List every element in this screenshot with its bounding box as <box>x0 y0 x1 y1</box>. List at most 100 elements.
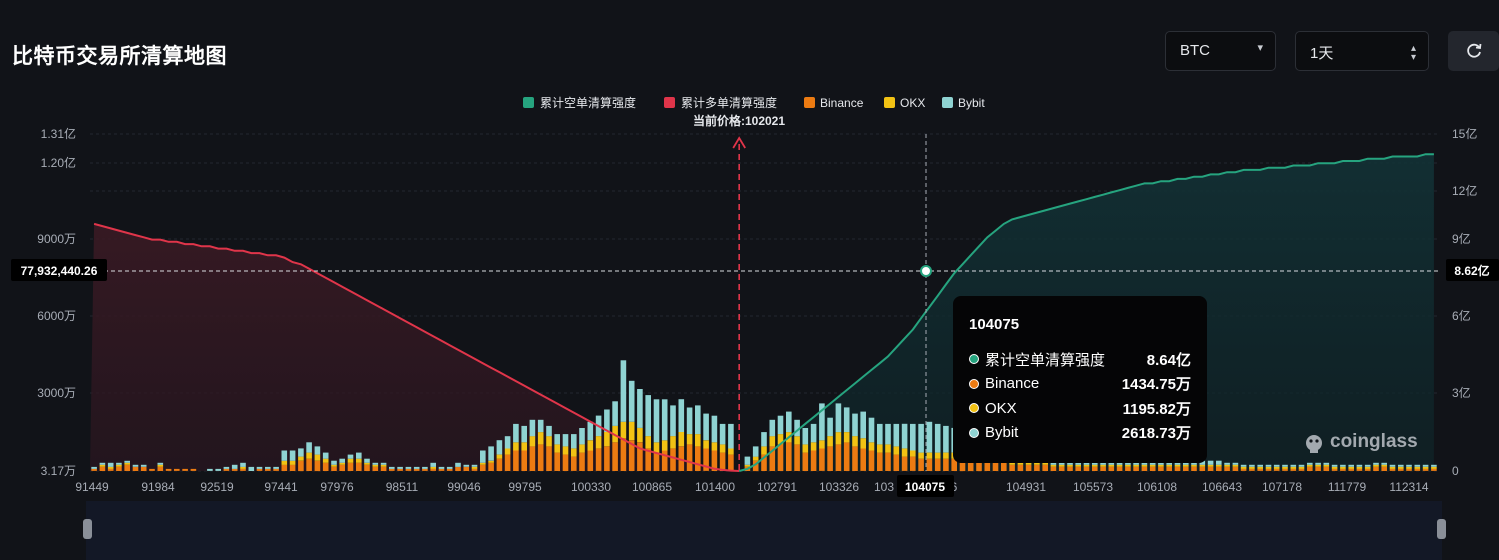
bar-binance <box>1389 468 1396 471</box>
x-tick-label: 92519 <box>200 480 234 494</box>
dot-icon <box>969 378 979 389</box>
bar-binance <box>554 452 560 471</box>
page-title: 比特币交易所清算地图 <box>12 45 227 68</box>
bar-binance <box>174 468 180 471</box>
current-price-marker: 当前价格:102021 <box>693 113 785 471</box>
bar-okx <box>1207 464 1214 467</box>
bar-binance <box>810 450 817 471</box>
bar-bybit <box>769 419 776 437</box>
bar-bybit <box>265 466 271 469</box>
bar-binance <box>678 446 685 471</box>
bar-okx <box>1364 466 1371 469</box>
bar-okx <box>934 452 941 459</box>
bar-bybit <box>223 466 230 469</box>
bar-binance <box>1001 462 1007 471</box>
bar-bybit <box>546 425 552 437</box>
crosshair-right-label: 8.62亿 <box>1454 263 1489 278</box>
bar-okx <box>240 466 246 469</box>
bar-binance <box>579 452 585 471</box>
bar-okx <box>711 442 718 451</box>
bar-binance <box>438 468 445 471</box>
bar-binance <box>430 468 436 471</box>
x-tick-label: 105573 <box>1073 480 1113 494</box>
bar-binance <box>281 464 288 471</box>
bar-bybit <box>438 466 445 469</box>
range-slider-left-handle[interactable] <box>83 519 92 539</box>
bar-binance <box>943 458 949 471</box>
bar-bybit <box>885 423 891 445</box>
bar-bybit <box>413 466 420 469</box>
bar-binance <box>703 448 709 471</box>
bar-okx <box>860 438 866 449</box>
bar-okx <box>1191 464 1197 467</box>
bar-binance <box>786 442 792 471</box>
bar-bybit <box>1373 462 1379 465</box>
bar-okx <box>1017 462 1024 465</box>
y-right-tick-label: 0 <box>1452 464 1459 478</box>
bar-binance <box>604 446 610 471</box>
legend-long[interactable]: 累计多单清算强度 <box>681 95 777 110</box>
legend-short[interactable]: 累计空单清算强度 <box>540 95 636 110</box>
bar-binance <box>1158 466 1164 471</box>
bar-binance <box>1373 466 1379 471</box>
bar-bybit <box>1240 464 1247 467</box>
bar-binance <box>231 468 238 471</box>
range-slider-right-handle[interactable] <box>1437 519 1446 539</box>
bar-okx <box>1282 466 1288 469</box>
x-tick-label: 104931 <box>1006 480 1046 494</box>
bar-binance <box>645 448 651 471</box>
bar-okx <box>1025 462 1032 465</box>
tooltip-row-bybit: Bybit 2618.73万 <box>969 421 1191 446</box>
bar-bybit <box>298 448 304 457</box>
bar-binance <box>1133 466 1139 471</box>
short-cumulative-line <box>738 153 1434 472</box>
period-select[interactable]: 1天 ▴ ▾ <box>1295 31 1429 71</box>
legend-binance[interactable]: Binance <box>820 96 864 110</box>
legend-okx[interactable]: OKX <box>900 96 925 110</box>
y-right-tick-label: 3亿 <box>1452 385 1471 400</box>
bar-binance <box>976 460 982 472</box>
coin-select[interactable]: BTC ▾ <box>1165 31 1276 71</box>
bar-okx <box>901 448 908 457</box>
bar-bybit <box>1249 464 1255 467</box>
bar-binance <box>868 450 875 471</box>
bar-binance <box>1381 466 1387 471</box>
bar-binance <box>513 450 519 471</box>
bar-bybit <box>463 464 470 467</box>
bar-okx <box>579 444 585 453</box>
bar-bybit <box>860 411 866 439</box>
bar-bybit <box>1282 464 1288 467</box>
bar-okx <box>1042 462 1048 465</box>
bar-binance <box>422 468 428 471</box>
range-slider-track <box>86 501 1442 560</box>
bar-binance <box>1166 466 1172 471</box>
bar-okx <box>157 464 164 467</box>
range-slider[interactable] <box>83 501 1446 560</box>
bar-binance <box>653 452 660 471</box>
bar-bybit <box>802 428 809 445</box>
refresh-button[interactable] <box>1448 31 1499 71</box>
bar-binance <box>637 442 643 471</box>
bar-okx <box>521 442 527 451</box>
bar-binance <box>571 456 577 471</box>
legend-bybit[interactable]: Bybit <box>958 96 985 110</box>
bar-okx <box>637 427 643 443</box>
bar-bybit <box>819 403 825 441</box>
chart-legend: 累计空单清算强度 累计多单清算强度 Binance OKX Bybit <box>523 95 985 110</box>
crosshair-left-label: 77,932,440.26 <box>21 264 98 278</box>
bar-bybit <box>1207 460 1214 465</box>
bar-binance <box>455 466 461 471</box>
bar-bybit <box>562 434 569 447</box>
bar-okx <box>289 460 296 465</box>
bar-binance <box>1406 468 1412 471</box>
x-tick-label: 107178 <box>1262 480 1302 494</box>
bar-binance <box>761 454 767 471</box>
bar-binance <box>463 466 470 471</box>
bar-binance <box>1017 464 1024 471</box>
bar-binance <box>1042 464 1048 471</box>
bar-okx <box>124 462 130 465</box>
bar-bybit <box>140 464 147 467</box>
bar-okx <box>670 436 676 449</box>
bar-binance <box>165 468 172 471</box>
bar-binance <box>802 452 809 471</box>
